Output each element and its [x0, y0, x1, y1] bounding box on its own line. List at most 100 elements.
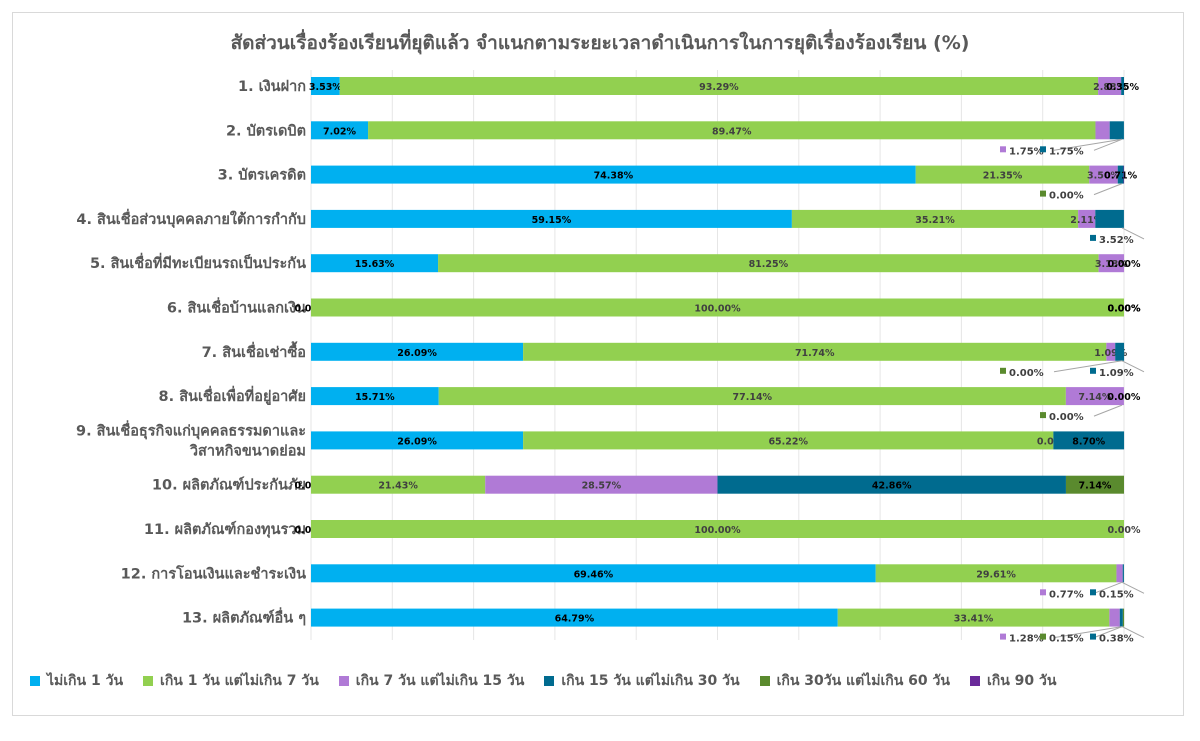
- bar-segment: [1117, 165, 1124, 184]
- bar-segment: [1106, 342, 1116, 361]
- data-label: 100.00%: [694, 304, 741, 315]
- data-label: 1.09%: [1094, 348, 1127, 359]
- callout-label: 0.00%: [1009, 368, 1044, 379]
- callout-leader: [1121, 581, 1145, 594]
- data-label: 29.61%: [976, 569, 1016, 580]
- callout-leader: [1093, 183, 1123, 196]
- data-label: 0.00%: [1108, 304, 1141, 315]
- bar-segment: [311, 209, 792, 228]
- category-label: 2. บัตรเดบิต: [226, 122, 306, 139]
- bar-segment: [1098, 77, 1122, 95]
- callout-label: 0.38%: [1099, 634, 1134, 645]
- bar-segment: [1078, 209, 1096, 228]
- data-label: 33.41%: [954, 614, 994, 625]
- data-label: 0.35%: [1106, 82, 1139, 93]
- bar-segment: [438, 254, 1099, 273]
- data-label: 15.63%: [355, 259, 395, 270]
- callout-swatch: [1000, 367, 1006, 374]
- callout-label: 1.75%: [1009, 146, 1044, 157]
- legend-swatch: [759, 676, 770, 686]
- bar-segment: [1116, 564, 1123, 583]
- data-label: 0.71%: [1104, 171, 1137, 182]
- bar-segment: [1122, 564, 1124, 583]
- callout-swatch: [1040, 190, 1046, 197]
- callout-leader: [1093, 138, 1123, 151]
- callout-leader: [1121, 227, 1145, 240]
- legend-swatch: [30, 676, 40, 686]
- callout-label: 3.52%: [1099, 235, 1134, 246]
- data-label: 7.14%: [1078, 481, 1111, 492]
- data-label: 7.02%: [323, 126, 356, 137]
- category-label: 6. สินเชื่อบ้านแลกเงิน: [167, 297, 306, 317]
- data-label: 59.15%: [532, 215, 572, 226]
- callout-swatch: [1090, 234, 1096, 241]
- data-label: 15.71%: [355, 392, 395, 403]
- data-label: 8.70%: [1072, 436, 1105, 447]
- legend-label: เกิน 7 วัน แต่ไม่เกิน 15 วัน: [355, 673, 525, 689]
- data-label: 26.09%: [397, 348, 437, 359]
- legend-item: เกิน 7 วัน แต่ไม่เกิน 15 วัน: [338, 670, 525, 692]
- callout-label: 1.09%: [1099, 368, 1134, 379]
- bar-segment: [1065, 475, 1124, 494]
- data-label: 65.22%: [768, 436, 808, 447]
- bar-segment: [523, 342, 1107, 361]
- chart-legend: ไม่เกิน 1 วัน เกิน 1 วัน แต่ไม่เกิน 7 วัน…: [30, 670, 1180, 692]
- category-label: 7. สินเชื่อเช่าซื้อ: [202, 341, 306, 361]
- bar-segment: [915, 165, 1090, 184]
- callout-label: 0.15%: [1099, 589, 1134, 600]
- bar-segment: [1122, 608, 1125, 627]
- legend-label: ไม่เกิน 1 วัน: [47, 673, 124, 689]
- legend-item: ไม่เกิน 1 วัน: [30, 670, 123, 692]
- category-label: 8. สินเชื่อเพื่อที่อยู่อาศัย: [159, 385, 306, 405]
- bar-segment: [1121, 77, 1124, 95]
- bar-segment: [438, 387, 1066, 406]
- callout-label: 1.75%: [1049, 146, 1084, 157]
- data-label: 64.79%: [555, 614, 595, 625]
- callout-leader: [1121, 626, 1145, 639]
- callout-swatch: [1090, 633, 1096, 640]
- category-label: 10. ผลิตภัณฑ์ประกันภัย: [152, 476, 306, 494]
- callout-swatch: [1090, 589, 1096, 596]
- bar-segment: [311, 608, 838, 627]
- legend-item: เกิน 15 วัน แต่ไม่เกิน 30 วัน: [544, 670, 740, 692]
- callout-swatch: [1090, 367, 1096, 374]
- category-label: 9. สินเชื่อธุรกิจแก่บุคคลธรรมดาและ: [76, 419, 306, 439]
- data-label: 0.00%: [1108, 259, 1141, 270]
- callout-swatch: [1040, 146, 1046, 153]
- data-label: 69.46%: [574, 569, 614, 580]
- bar-segment: [311, 564, 876, 583]
- category-label: 3. บัตรเครดิต: [218, 167, 306, 184]
- legend-item: เกิน 30วัน แต่ไม่เกิน 60 วัน: [759, 670, 950, 692]
- category-label: 11. ผลิตภัณฑ์กองทุนรวม: [144, 520, 306, 538]
- legend-swatch: [143, 676, 154, 686]
- legend-item: เกิน 1 วัน แต่ไม่เกิน 7 วัน: [143, 670, 319, 692]
- callout-leader: [1053, 360, 1123, 373]
- data-label: 7.14%: [1078, 392, 1111, 403]
- data-label: 89.47%: [712, 126, 752, 137]
- data-label: 42.86%: [872, 481, 912, 492]
- category-label: 1. เงินฝาก: [238, 78, 306, 95]
- category-label: 4. สินเชื่อส่วนบุคคลภายใต้การกำกับ: [76, 208, 306, 228]
- bar-segment: [1109, 608, 1120, 627]
- callout-label: 1.28%: [1009, 634, 1044, 645]
- bar-segment: [368, 121, 1096, 140]
- category-label: 13. ผลิตภัณฑ์อื่น ๆ: [182, 607, 306, 627]
- callout-swatch: [1000, 633, 1006, 640]
- bar-segment: [339, 77, 1099, 95]
- callout-leader: [1093, 404, 1123, 417]
- bar-segment: [1098, 254, 1125, 273]
- legend-swatch: [338, 676, 349, 686]
- bar-segment: [311, 475, 486, 494]
- legend-label: เกิน 90 วัน: [986, 673, 1057, 689]
- bar-segment: [1053, 431, 1125, 450]
- category-label: 12. การโอนเงินและชำระเงิน: [121, 564, 306, 582]
- callout-leader: [1053, 138, 1123, 151]
- callout-leader: [1121, 360, 1145, 373]
- callout-swatch: [1040, 633, 1046, 640]
- data-label: 71.74%: [795, 348, 835, 359]
- bar-segment: [311, 520, 1124, 538]
- legend-item: เกิน 90 วัน: [969, 670, 1057, 692]
- bar-segment: [1123, 165, 1125, 184]
- bar-segment: [311, 342, 524, 361]
